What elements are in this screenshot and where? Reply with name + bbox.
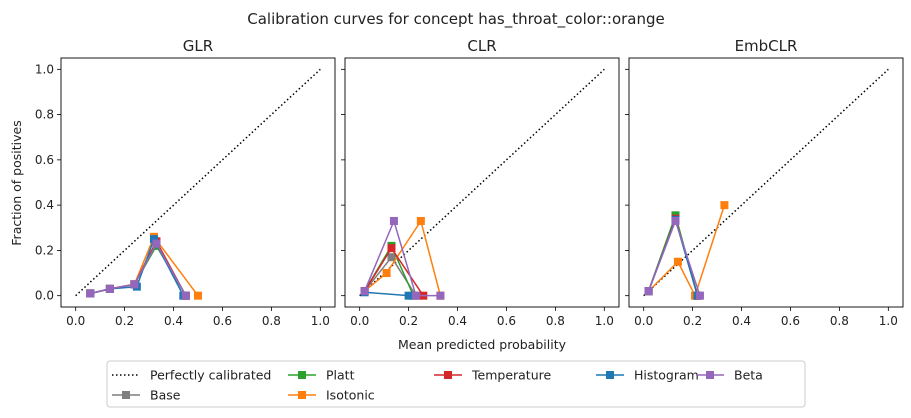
legend-label: Histogram (634, 368, 699, 383)
series-temperature (360, 244, 428, 300)
data-point (387, 244, 396, 253)
panel-title: EmbCLR (735, 37, 798, 55)
data-point (404, 291, 413, 300)
x-tick-label: 0.2 (683, 314, 702, 328)
legend-frame (106, 360, 806, 408)
x-tick-label: 0.6 (213, 314, 232, 328)
series-beta (360, 216, 445, 300)
legend-marker (444, 371, 452, 379)
series-perfectly-calibrated (359, 68, 605, 297)
axes-frame (628, 57, 904, 308)
y-tick-label: 0.4 (35, 198, 54, 212)
panel-title: CLR (467, 37, 496, 55)
data-point (382, 269, 391, 278)
data-point (644, 287, 653, 296)
x-tick-label: 1.0 (595, 314, 614, 328)
legend-item-histogram: Histogram (596, 368, 699, 383)
data-point (389, 216, 398, 225)
series-line (648, 204, 726, 297)
legend-marker (122, 391, 130, 399)
data-point (671, 216, 680, 225)
data-point (673, 257, 682, 266)
data-point (411, 291, 420, 300)
x-tick-label: 0.0 (634, 314, 653, 328)
x-tick-label: 1.0 (311, 314, 330, 328)
x-tick-label: 0.4 (448, 314, 467, 328)
series-histogram (86, 235, 188, 300)
data-point (360, 287, 369, 296)
panel-clr: CLR 0.0 0.2 0.4 0.6 0.8 1.0 (341, 37, 620, 328)
panel-title: GLR (183, 37, 213, 55)
data-point (387, 253, 396, 262)
x-axis-label: Mean predicted probability (398, 337, 567, 352)
y-tick-label: 0.2 (35, 243, 54, 257)
axes-frame (344, 57, 620, 308)
data-point (105, 284, 114, 293)
legend: Perfectly calibrated Base Platt Isotonic Tem… (106, 360, 806, 408)
legend-item-isotonic: Isotonic (288, 388, 375, 403)
legend-marker (606, 371, 614, 379)
series-line (75, 68, 321, 297)
series-line (359, 68, 605, 297)
data-point (130, 280, 139, 289)
legend-label: Beta (734, 368, 763, 383)
data-point (695, 291, 704, 300)
y-tick-label: 0.0 (35, 289, 54, 303)
legend-item-base: Base (112, 388, 181, 403)
legend-item-temperature: Temperature (434, 368, 551, 383)
series-line (364, 291, 409, 297)
x-tick-label: 0.8 (830, 314, 849, 328)
series-beta (86, 239, 190, 300)
series-line (364, 220, 442, 296)
legend-label: Temperature (471, 368, 551, 383)
y-axis-label: Fraction of positives (9, 120, 24, 245)
series-line (363, 220, 441, 297)
series-beta (644, 216, 704, 300)
panel-glr: GLR 0.0 0.2 0.4 0.6 0.8 1.0 0.0 0.2 0.4 0.6 0.8 1.0 (35, 37, 336, 328)
y-tick-label: 0.8 (35, 108, 54, 122)
legend-item-perfectly-calibrated: Perfectly calibrated (112, 368, 271, 383)
x-tick-label: 0.2 (399, 314, 418, 328)
legend-marker (706, 371, 714, 379)
figure-title: Calibration curves for concept has_throa… (247, 10, 665, 29)
legend-label: Platt (326, 368, 355, 383)
legend-item-beta: Beta (696, 368, 763, 383)
x-tick-label: 0.6 (497, 314, 516, 328)
data-point (86, 289, 95, 298)
x-tick-label: 0.0 (350, 314, 369, 328)
data-point (152, 239, 161, 248)
data-point (194, 291, 202, 300)
legend-item-platt: Platt (288, 368, 355, 383)
legend-label: Base (150, 388, 181, 403)
legend-marker (298, 371, 306, 379)
legend-label: Perfectly calibrated (150, 368, 271, 383)
data-point (149, 235, 158, 244)
data-point (436, 291, 445, 300)
data-point (720, 201, 729, 210)
panel-embclr: EmbCLR 0.0 0.2 0.4 0.6 0.8 1.0 (625, 37, 904, 328)
y-tick-label: 1.0 (35, 62, 54, 76)
series-isotonic (644, 201, 729, 300)
x-tick-label: 0.4 (732, 314, 751, 328)
x-tick-label: 0.8 (546, 314, 565, 328)
axes-frame (60, 57, 336, 308)
data-point (416, 216, 425, 225)
series-isotonic (360, 216, 445, 300)
x-tick-label: 0.4 (164, 314, 183, 328)
y-tick-label: 0.6 (35, 153, 54, 167)
data-point (181, 291, 190, 300)
x-tick-label: 0.8 (262, 314, 281, 328)
x-tick-label: 0.6 (781, 314, 800, 328)
legend-label: Isotonic (326, 388, 375, 403)
x-tick-label: 0.2 (115, 314, 134, 328)
legend-marker (298, 391, 306, 399)
series-perfectly-calibrated (75, 68, 321, 297)
x-tick-label: 1.0 (879, 314, 898, 328)
x-tick-label: 0.0 (66, 314, 85, 328)
